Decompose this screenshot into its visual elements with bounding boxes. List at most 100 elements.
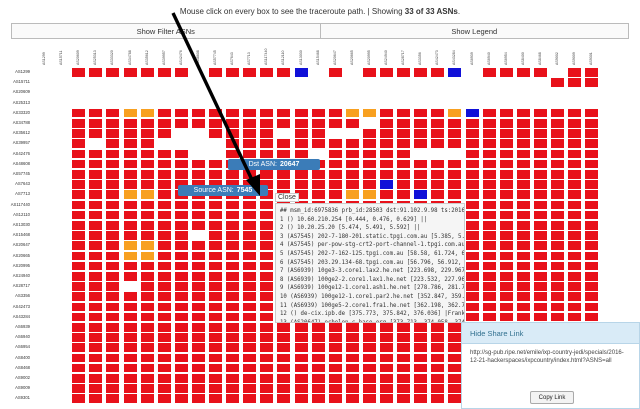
matrix-cell[interactable] [243,139,257,148]
matrix-cell[interactable] [397,363,411,373]
matrix-cell[interactable] [226,343,240,352]
matrix-cell[interactable] [465,272,479,281]
matrix-cell[interactable] [533,180,547,189]
matrix-cell[interactable] [140,210,154,220]
matrix-cell[interactable] [465,292,479,301]
matrix-cell[interactable] [174,394,188,403]
matrix-cell[interactable] [362,190,376,199]
matrix-cell[interactable] [140,282,154,291]
matrix-cell[interactable] [89,343,103,352]
matrix-cell[interactable] [414,108,428,118]
matrix-cell[interactable] [174,302,188,312]
matrix-cell[interactable] [174,282,188,291]
matrix-cell[interactable] [345,374,359,383]
matrix-cell[interactable] [585,119,599,128]
matrix-cell[interactable] [533,251,547,261]
matrix-cell[interactable] [174,353,188,363]
matrix-cell[interactable] [140,241,154,250]
matrix-cell[interactable] [106,221,120,230]
matrix-cell[interactable] [499,210,513,220]
matrix-cell[interactable] [516,68,530,77]
matrix-cell[interactable] [89,312,103,322]
matrix-cell[interactable] [482,272,496,281]
matrix-cell[interactable] [533,159,547,169]
matrix-cell[interactable] [414,363,428,373]
matrix-cell[interactable] [174,221,188,230]
matrix-cell[interactable] [345,180,359,189]
matrix-cell[interactable] [568,129,582,138]
matrix-cell[interactable] [294,374,308,383]
matrix-cell[interactable] [72,261,86,271]
matrix-cell[interactable] [482,108,496,118]
matrix-cell[interactable] [209,108,222,118]
matrix-cell[interactable] [448,190,462,199]
matrix-cell[interactable] [294,68,308,77]
matrix-cell[interactable] [499,302,513,312]
matrix-cell[interactable] [277,343,291,352]
matrix-cell[interactable] [209,272,222,281]
matrix-cell[interactable] [311,190,325,199]
matrix-cell[interactable] [277,149,291,159]
matrix-cell[interactable] [106,210,120,220]
matrix-cell[interactable] [516,312,530,322]
matrix-cell[interactable] [89,272,103,281]
matrix-cell[interactable] [568,221,582,230]
matrix-cell[interactable] [551,251,564,261]
matrix-cell[interactable] [226,68,240,77]
matrix-cell[interactable] [140,302,154,312]
matrix-cell[interactable] [72,353,86,363]
matrix-cell[interactable] [380,323,393,332]
matrix-cell[interactable] [157,159,171,169]
matrix-cell[interactable] [380,139,393,148]
matrix-cell[interactable] [140,170,154,179]
matrix-cell[interactable] [226,363,240,373]
matrix-cell[interactable] [157,170,171,179]
matrix-cell[interactable] [243,170,257,179]
matrix-cell[interactable] [209,210,222,220]
matrix-cell[interactable] [157,129,171,138]
show-legend-button[interactable]: Show Legend [320,23,629,39]
matrix-cell[interactable] [482,190,496,199]
matrix-cell[interactable] [226,129,240,138]
matrix-cell[interactable] [568,292,582,301]
matrix-cell[interactable] [123,261,137,271]
matrix-cell[interactable] [362,139,376,148]
matrix-cell[interactable] [72,129,86,138]
matrix-cell[interactable] [209,180,222,189]
matrix-cell[interactable] [551,149,564,159]
matrix-cell[interactable] [328,343,342,352]
matrix-cell[interactable] [277,323,291,332]
matrix-cell[interactable] [328,323,342,332]
matrix-cell[interactable] [209,251,222,261]
matrix-cell[interactable] [260,119,274,128]
matrix-cell[interactable] [140,343,154,352]
matrix-cell[interactable] [157,241,171,250]
matrix-cell[interactable] [568,78,582,87]
matrix-cell[interactable] [585,251,599,261]
matrix-cell[interactable] [106,180,120,189]
matrix-cell[interactable] [585,282,599,291]
matrix-cell[interactable] [380,149,393,159]
matrix-cell[interactable] [89,302,103,312]
matrix-cell[interactable] [226,261,240,271]
matrix-cell[interactable] [243,251,257,261]
matrix-cell[interactable] [585,78,599,87]
matrix-cell[interactable] [533,312,547,322]
matrix-cell[interactable] [72,231,86,240]
matrix-cell[interactable] [260,170,274,179]
copy-link-button[interactable]: Copy Link [530,391,574,404]
matrix-cell[interactable] [260,241,274,250]
matrix-cell[interactable] [140,180,154,189]
matrix-cell[interactable] [226,333,240,342]
matrix-cell[interactable] [294,343,308,352]
matrix-cell[interactable] [345,394,359,403]
matrix-cell[interactable] [89,180,103,189]
matrix-cell[interactable] [209,241,222,250]
matrix-cell[interactable] [174,68,188,77]
matrix-cell[interactable] [414,180,428,189]
matrix-cell[interactable] [123,159,137,169]
matrix-cell[interactable] [174,251,188,261]
matrix-cell[interactable] [226,149,240,159]
matrix-cell[interactable] [465,231,479,240]
matrix-cell[interactable] [277,170,291,179]
